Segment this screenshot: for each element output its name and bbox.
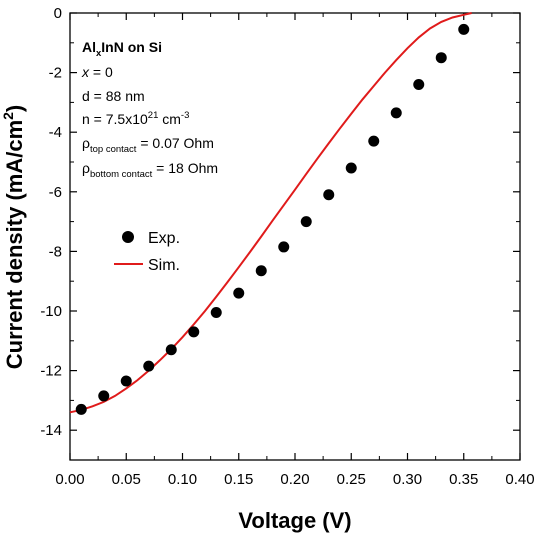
y-tick-labels: 0 -2 -4 -6 -8 -10 -12 -14 — [40, 5, 62, 439]
y-tick-label: -8 — [49, 243, 62, 260]
exp-point — [278, 241, 290, 253]
exp-point — [98, 390, 110, 402]
annotation-material: AlxInN on Si — [82, 39, 162, 59]
exp-point — [345, 162, 357, 174]
sim-curve — [69, 12, 472, 414]
annotation-block: AlxInN on Si x = 0 d = 88 nm n = 7.5x102… — [81, 39, 218, 180]
annotation-doping-main: n = 7.5x10 — [82, 111, 148, 127]
y-tick-label: 0 — [54, 5, 62, 22]
x-tick-label: 0.10 — [168, 471, 197, 488]
axis-ticks — [69, 12, 521, 461]
exp-point — [368, 135, 380, 147]
annotation-doping: n = 7.5x1021 cm-3 — [82, 110, 189, 127]
y-axis-label-main: Current density (mA/cm — [2, 120, 27, 369]
annotation-doping-unit-sup: -3 — [181, 110, 189, 121]
exp-point — [323, 189, 335, 201]
y-tick-label: -2 — [49, 65, 62, 82]
annotation-top-rho: ρ — [82, 135, 90, 151]
x-tick-label: 0.25 — [337, 471, 366, 488]
annotation-doping-unit: cm — [158, 111, 181, 127]
legend-marker-exp — [122, 231, 134, 243]
exp-point — [210, 306, 222, 318]
y-tick-label: -14 — [40, 422, 62, 439]
x-axis-label: Voltage (V) — [238, 508, 351, 533]
exp-point — [413, 79, 425, 91]
legend-label-exp: Exp. — [148, 230, 180, 247]
x-tick-label: 0.05 — [112, 471, 141, 488]
exp-point — [120, 375, 132, 387]
x-tick-label: 0.40 — [505, 471, 534, 488]
annotation-thickness: d = 88 nm — [82, 88, 145, 104]
y-tick-label: -10 — [40, 303, 62, 320]
exp-point — [165, 344, 177, 356]
annotation-top-sub: top contact — [90, 144, 137, 155]
annotation-top-contact: ρtop contact = 0.07 Ohm — [82, 135, 214, 155]
annotation-x-rest: = 0 — [89, 64, 113, 80]
annotation-material-sub: x — [96, 48, 102, 59]
annotation-bottom-rho: ρ — [82, 160, 90, 176]
y-axis-label-close: ) — [2, 105, 27, 112]
annotation-material-rest: InN on Si — [101, 39, 162, 55]
exp-point — [188, 326, 200, 338]
y-tick-label: -6 — [49, 184, 62, 201]
y-axis-label-sup: 2 — [0, 112, 16, 120]
x-tick-labels: 0.00 0.05 0.10 0.15 0.20 0.25 0.30 0.35 0.40 — [55, 471, 534, 488]
exp-point — [255, 265, 267, 277]
series-sim — [69, 12, 472, 414]
x-tick-label: 0.20 — [280, 471, 309, 488]
annotation-bottom-value: = 18 Ohm — [152, 160, 218, 176]
exp-point — [435, 52, 447, 64]
plot-frame — [69, 12, 521, 461]
x-tick-label: 0.00 — [55, 471, 84, 488]
exp-point — [458, 23, 470, 35]
y-tick-label: -4 — [49, 124, 62, 141]
legend: Exp. Sim. — [114, 230, 180, 274]
exp-point — [75, 403, 87, 415]
x-tick-label: 0.30 — [393, 471, 422, 488]
annotation-material-main: Al — [82, 39, 96, 55]
series-exp — [75, 23, 470, 415]
exp-point — [143, 360, 155, 372]
y-axis-label: Current density (mA/cm2) — [0, 105, 27, 370]
annotation-bottom-sub: bottom contact — [90, 169, 153, 180]
exp-point — [233, 287, 245, 299]
legend-label-sim: Sim. — [148, 257, 180, 274]
x-tick-label: 0.15 — [224, 471, 253, 488]
annotation-top-value: = 0.07 Ohm — [136, 135, 213, 151]
y-tick-label: -12 — [40, 363, 62, 380]
x-tick-label: 0.35 — [449, 471, 478, 488]
exp-point — [390, 107, 402, 119]
annotation-x: x = 0 — [81, 64, 113, 80]
annotation-doping-sup: 21 — [148, 110, 159, 121]
annotation-bottom-contact: ρbottom contact = 18 Ohm — [82, 160, 218, 180]
annotation-x-var: x — [81, 64, 90, 80]
exp-point — [300, 216, 312, 228]
